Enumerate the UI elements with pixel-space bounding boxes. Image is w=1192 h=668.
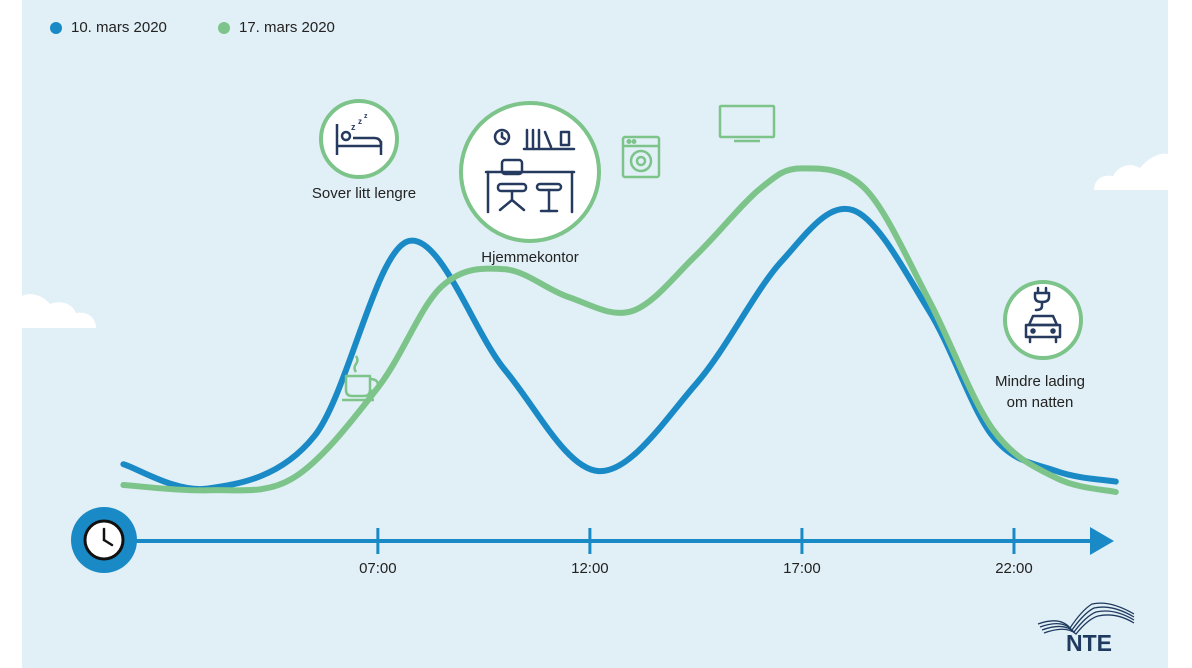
svg-text:z: z: [358, 117, 362, 126]
axis-arrow-head: [1090, 527, 1114, 555]
time-axis: 07:00 12:00 17:00 22:00: [126, 527, 1114, 577]
car-charging-icon: [1003, 280, 1083, 360]
home-office-icon: [459, 101, 601, 243]
series-line-blue: [120, 205, 1119, 493]
x-tick-label: 22:00: [995, 560, 1033, 577]
legend-label-green: 17. mars 2020: [239, 19, 335, 36]
legend-item-blue: 10. mars 2020: [50, 19, 167, 36]
annotation-sleep: Sover litt lengre: [311, 185, 417, 202]
annotation-homeoffice: Hjemmekontor: [481, 249, 579, 266]
svg-text:z: z: [364, 113, 368, 120]
legend-swatch-green: [218, 21, 230, 34]
bed-icon: z z z: [319, 99, 399, 179]
cloud-right: [1094, 153, 1168, 190]
annotation-charging-line2: om natten: [1006, 394, 1074, 411]
clock-icon: [71, 507, 137, 573]
x-tick-label: 12:00: [571, 560, 609, 577]
annotation-charging-line1: Mindre lading: [994, 373, 1086, 390]
nte-logo: NTE: [1037, 602, 1135, 656]
coffee-icon: [342, 355, 380, 402]
x-tick-label: 17:00: [783, 560, 821, 577]
cloud-left: [22, 294, 96, 328]
logo-text: NTE: [1066, 630, 1112, 656]
legend-swatch-blue: [50, 21, 62, 34]
washing-machine-icon: [621, 135, 661, 179]
chart-background: [22, 0, 1168, 668]
svg-text:z: z: [351, 122, 356, 132]
legend-item-green: 17. mars 2020: [218, 19, 335, 36]
series-layer: [120, 165, 1119, 495]
series-line-green: [120, 165, 1119, 495]
legend-label-blue: 10. mars 2020: [71, 19, 167, 36]
x-tick-label: 07:00: [359, 560, 397, 577]
tv-icon: [718, 104, 776, 143]
